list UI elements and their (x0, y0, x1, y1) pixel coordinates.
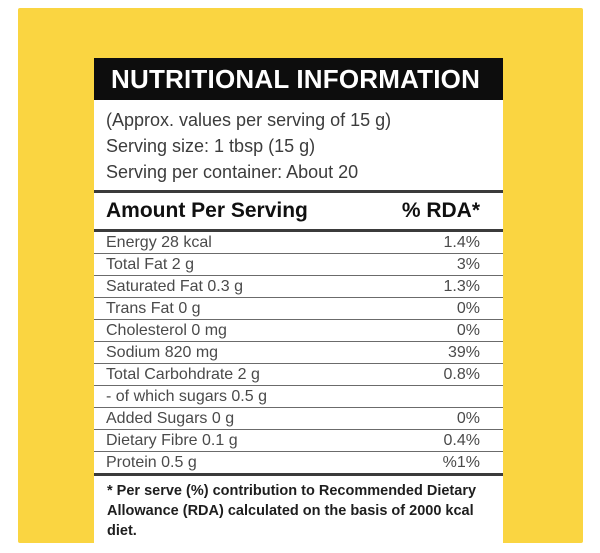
row-label: Total Fat 2 g (106, 255, 195, 273)
row-label: Energy 28 kcal (106, 233, 212, 251)
table-row-trans-fat: Trans Fat 0 g 0% (94, 297, 503, 319)
divider-below-serving-info (94, 190, 503, 193)
nutrition-title-bar: NUTRITIONAL INFORMATION (94, 58, 503, 100)
table-row-of-which-sugars: - of which sugars 0.5 g (94, 385, 503, 407)
row-label: - of which sugars 0.5 g (106, 387, 267, 405)
row-value: 39% (447, 343, 480, 361)
table-row-energy: Energy 28 kcal 1.4% (94, 232, 503, 253)
serving-info-block: (Approx. values per serving of 15 g) Ser… (94, 100, 503, 190)
rda-footnote: * Per serve (%) contribution to Recommen… (107, 483, 477, 539)
row-label: Protein 0.5 g (106, 453, 197, 471)
nutrition-title: NUTRITIONAL INFORMATION (111, 63, 481, 94)
serving-size: Serving size: 1 tbsp (15 g) (106, 136, 316, 156)
row-value: 0.8% (443, 365, 480, 383)
table-row-cholesterol: Cholesterol 0 mg 0% (94, 319, 503, 341)
table-row-dietary-fibre: Dietary Fibre 0.1 g 0.4% (94, 429, 503, 451)
row-label: Cholesterol 0 mg (106, 321, 227, 339)
divider-above-footnote (94, 473, 503, 476)
nutrition-table: Energy 28 kcal 1.4% Total Fat 2 g 3% Sat… (94, 232, 503, 473)
serving-per-container: Serving per container: About 20 (106, 162, 359, 182)
row-value: 1.3% (443, 277, 480, 295)
divider-below-table-header (94, 229, 503, 232)
nutrition-label-panel: NUTRITIONAL INFORMATION (Approx. values … (94, 58, 503, 549)
row-value: 1.4% (443, 233, 480, 251)
table-row-saturated-fat: Saturated Fat 0.3 g 1.3% (94, 275, 503, 297)
row-label: Dietary Fibre 0.1 g (106, 431, 238, 449)
amount-per-serving-header: Amount Per Serving (106, 199, 308, 222)
rda-header: % RDA* (401, 199, 480, 222)
row-value: 3% (456, 255, 480, 273)
row-label: Trans Fat 0 g (106, 299, 201, 317)
row-value: 0% (456, 299, 480, 317)
table-row-protein: Protein 0.5 g %1% (94, 451, 503, 473)
row-label: Sodium 820 mg (106, 343, 219, 361)
table-row-total-carbohydrate: Total Carbohdrate 2 g 0.8% (94, 363, 503, 385)
table-header-row: Amount Per Serving % RDA* (94, 193, 503, 229)
row-label: Total Carbohdrate 2 g (106, 365, 260, 383)
row-value: %1% (442, 453, 480, 471)
table-row-sodium: Sodium 820 mg 39% (94, 341, 503, 363)
serving-approx-values: (Approx. values per serving of 15 g) (106, 110, 392, 130)
row-label: Added Sugars 0 g (106, 409, 235, 427)
row-label: Saturated Fat 0.3 g (106, 277, 243, 295)
row-value: 0% (456, 409, 480, 427)
table-row-added-sugars: Added Sugars 0 g 0% (94, 407, 503, 429)
table-row-total-fat: Total Fat 2 g 3% (94, 253, 503, 275)
row-value: 0.4% (443, 431, 480, 449)
row-value: 0% (456, 321, 480, 339)
